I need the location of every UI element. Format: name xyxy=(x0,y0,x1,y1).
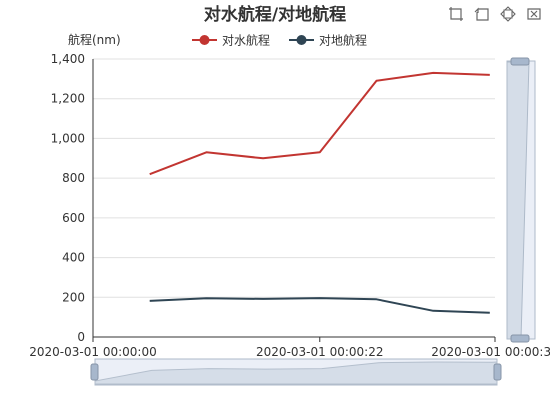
x-data-zoom-slider[interactable] xyxy=(90,358,502,386)
y-zoom-top-handle[interactable] xyxy=(510,57,530,66)
y-tick-label: 1,000 xyxy=(51,131,85,145)
y-tick-label: 800 xyxy=(62,171,85,185)
x-zoom-right-handle[interactable] xyxy=(493,363,502,381)
series-line-1 xyxy=(149,71,490,176)
axes: 0 200 400 600 800 1,000 1,200 1,400 2020-03-01 0… xyxy=(29,52,550,359)
y-zoom-bottom-handle[interactable] xyxy=(510,334,530,343)
y-tick-label: 600 xyxy=(62,211,85,225)
x-zoom-left-handle[interactable] xyxy=(90,363,99,381)
y-tick-label: 1,400 xyxy=(51,52,85,66)
y-axis-label: 航程(nm) xyxy=(68,32,121,47)
x-tick-label: 2020-03-01 00:00:39 xyxy=(431,345,550,359)
legend-marker xyxy=(296,35,307,45)
x-tick-label: 2020-03-01 00:00:22 xyxy=(256,345,383,359)
chart-title: 对水航程/对地航程 xyxy=(204,4,346,25)
legend[interactable]: 对水航程 对地航程 xyxy=(192,33,367,48)
zoom-icon[interactable] xyxy=(447,5,465,23)
y-tick-label: 200 xyxy=(62,290,85,304)
series-line-2 xyxy=(149,297,490,314)
y-data-zoom-slider[interactable] xyxy=(506,57,536,343)
series-lines xyxy=(149,71,490,314)
legend-item-1[interactable]: 对水航程 xyxy=(192,33,270,48)
legend-marker xyxy=(199,35,210,45)
y-tick-label: 400 xyxy=(62,251,85,265)
grid xyxy=(93,58,495,298)
legend-label: 对地航程 xyxy=(319,33,367,48)
restore-icon[interactable] xyxy=(499,5,517,23)
toolbox xyxy=(447,5,543,23)
y-tick-label: 1,200 xyxy=(51,92,85,106)
y-tick-label: 0 xyxy=(77,330,85,344)
x-tick-label: 2020-03-01 00:00:00 xyxy=(29,345,156,359)
save-image-icon[interactable] xyxy=(525,5,543,23)
legend-item-2[interactable]: 对地航程 xyxy=(289,33,367,48)
zoom-reset-icon[interactable] xyxy=(473,5,491,23)
legend-label: 对水航程 xyxy=(222,33,270,48)
